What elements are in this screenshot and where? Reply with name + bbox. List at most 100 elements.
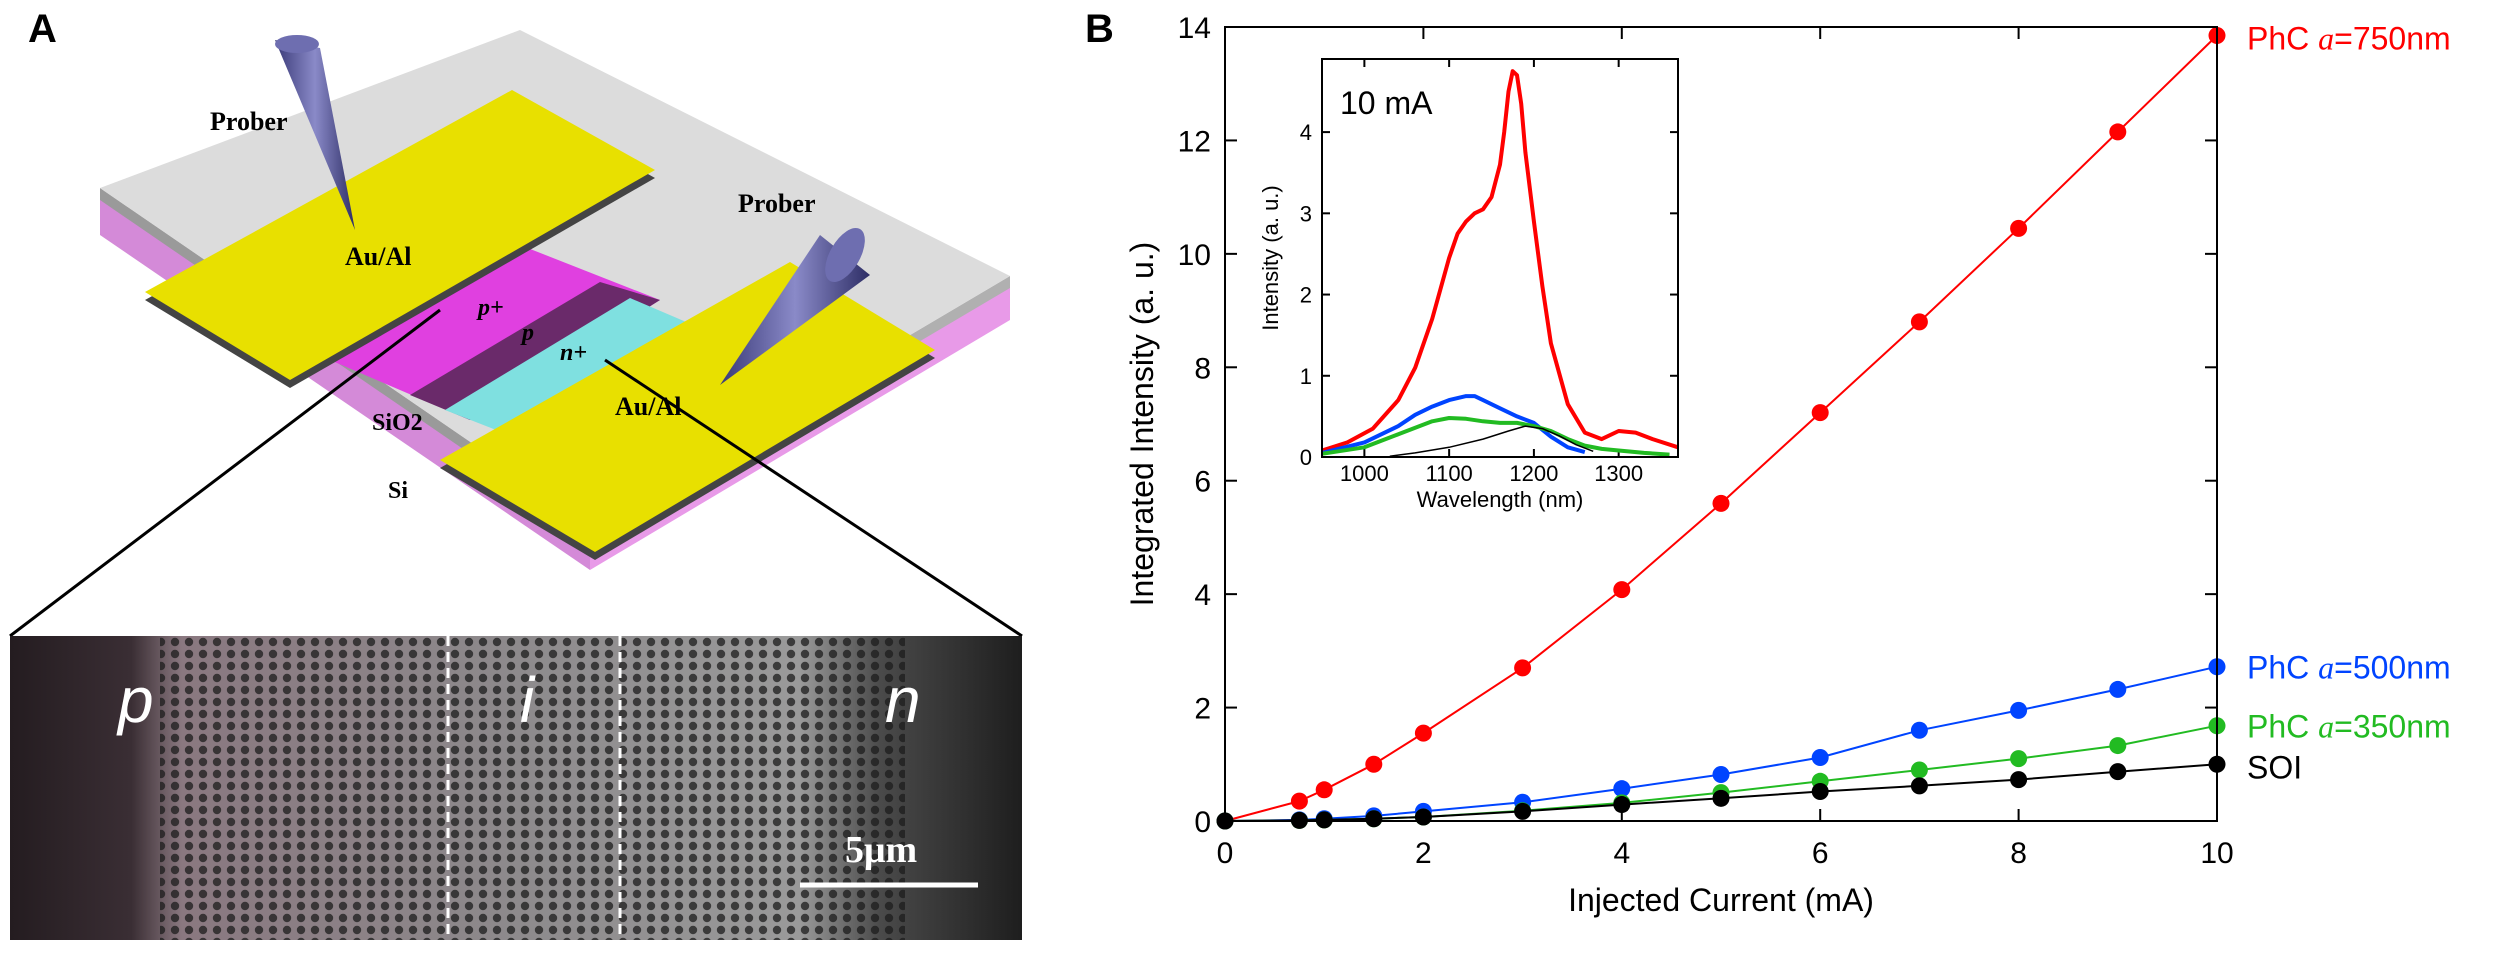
data-point-series-3 <box>1414 808 1432 826</box>
data-point-series-1 <box>1613 780 1631 798</box>
data-point-series-0 <box>1910 313 1928 331</box>
y-tick-label: 12 <box>1178 125 1211 158</box>
legend-entry-2: PhC a=350nm <box>2247 709 2451 745</box>
data-point-series-3 <box>1811 783 1829 801</box>
data-point-series-3 <box>2109 763 2127 781</box>
p-plus-region <box>330 245 660 420</box>
data-point-series-3 <box>1910 777 1928 795</box>
x-tick-label: 1300 <box>1594 461 1643 486</box>
p-plus-label: p+ <box>476 295 504 321</box>
data-point-series-1 <box>2010 701 2028 719</box>
y-tick-label: 10 <box>1178 239 1211 272</box>
photonic-crystal-holes <box>160 636 905 940</box>
data-point-series-0 <box>1712 494 1730 512</box>
prober-left-cone <box>275 40 355 230</box>
data-point-series-0 <box>1315 781 1333 799</box>
sem-micrograph: p i n 5μm <box>10 636 1022 940</box>
device-schematic: Prober Prober Au/Al Au/Al p+ p n+ SiO2 S… <box>9 30 1023 638</box>
data-point-series-3 <box>1712 789 1730 807</box>
intrinsic-strip <box>410 282 660 420</box>
x-axis-title: Injected Current (mA) <box>1568 882 1874 918</box>
prober-left-tip-top <box>275 35 319 53</box>
legend-entry-1: PhC a=500nm <box>2247 650 2451 686</box>
series-line-3 <box>1389 425 1594 457</box>
x-tick-label: 10 <box>2200 837 2233 870</box>
sio2-label: SiO2 <box>372 410 423 436</box>
data-point-series-1 <box>1712 765 1730 783</box>
data-point-series-0 <box>1613 581 1631 599</box>
legend-entry-3: SOI <box>2247 749 2302 785</box>
inset-annotation: 10 mA <box>1340 85 1433 121</box>
x-tick-label: 0 <box>1217 837 1234 870</box>
data-point-series-2 <box>2109 737 2127 755</box>
inset-plot-background <box>1322 59 1678 457</box>
data-point-series-0 <box>1365 755 1383 773</box>
data-point-series-0 <box>1414 724 1432 742</box>
data-point-series-3 <box>1365 810 1383 828</box>
panel-a-label: A <box>28 7 57 51</box>
data-point-series-2 <box>2010 750 2028 768</box>
y-tick-label: 14 <box>1178 12 1211 45</box>
panel-b-label: B <box>1085 7 1114 51</box>
legend-entry-0: PhC a=750nm <box>2247 21 2451 57</box>
si-label: Si <box>388 478 408 504</box>
region-label-i: i <box>520 664 536 736</box>
region-label-n: n <box>885 664 921 736</box>
data-point-series-0 <box>2010 219 2028 237</box>
y-axis-title: Intensity (a. u.) <box>1258 185 1283 331</box>
n-plus-label: n+ <box>560 340 587 366</box>
electrode-right-label: Au/Al <box>615 392 681 421</box>
data-point-series-0 <box>2109 123 2127 141</box>
electrode-left-label: Au/Al <box>345 242 411 271</box>
p-label: p <box>520 320 534 346</box>
y-tick-label: 2 <box>1300 283 1312 308</box>
x-tick-label: 8 <box>2010 837 2027 870</box>
data-point-series-3 <box>1514 802 1532 820</box>
x-tick-label: 6 <box>1812 837 1829 870</box>
y-tick-label: 1 <box>1300 364 1312 389</box>
data-point-series-0 <box>1290 792 1308 810</box>
y-tick-label: 8 <box>1194 352 1211 385</box>
zoom-line-left <box>9 308 441 638</box>
data-point-series-1 <box>1910 721 1928 739</box>
x-tick-label: 1200 <box>1509 461 1558 486</box>
series-line-0 <box>1321 69 1679 453</box>
prober-right-tip-top <box>825 227 865 283</box>
y-tick-label: 3 <box>1300 201 1312 226</box>
data-point-series-3 <box>2010 771 2028 789</box>
inset-chart: 1000 1100 1200 1300 0 1 2 3 4 Wavelength (nm) Inte… <box>1258 58 1679 512</box>
y-tick-label: 0 <box>1300 445 1312 470</box>
series-line-2 <box>1321 416 1670 457</box>
x-axis-title: Wavelength (nm) <box>1417 487 1584 512</box>
data-point-series-2 <box>1910 761 1928 779</box>
y-tick-label: 2 <box>1194 693 1211 726</box>
data-point-series-3 <box>1613 796 1631 814</box>
zoom-line-right <box>604 358 1023 638</box>
data-point-series-3 <box>1315 811 1333 829</box>
x-tick-label: 2 <box>1415 837 1432 870</box>
region-label-p: p <box>116 664 154 736</box>
inset-plot-frame <box>1321 58 1679 458</box>
x-tick-label: 1100 <box>1425 461 1472 486</box>
prober-right-label: Prober <box>738 189 816 218</box>
scale-bar-label: 5μm <box>845 829 917 871</box>
electrode-left <box>145 90 655 380</box>
data-point-series-1 <box>1811 748 1829 766</box>
series-line-1 <box>1321 394 1586 455</box>
data-point-series-0 <box>1514 659 1532 677</box>
electrode-right <box>440 262 935 552</box>
y-axis-title: Integrated Intensity (a. u.) <box>1124 242 1160 607</box>
data-point-series-1 <box>2109 680 2127 698</box>
y-tick-label: 4 <box>1194 579 1211 612</box>
data-point-series-0 <box>1811 404 1829 422</box>
x-tick-label: 1000 <box>1340 461 1389 486</box>
panel-a: A Prober Prober <box>9 7 1023 940</box>
prober-left-label: Prober <box>210 107 288 136</box>
y-tick-label: 6 <box>1194 466 1211 499</box>
x-tick-label: 4 <box>1613 837 1630 870</box>
y-tick-label: 0 <box>1194 806 1211 839</box>
y-tick-label: 4 <box>1300 120 1312 145</box>
